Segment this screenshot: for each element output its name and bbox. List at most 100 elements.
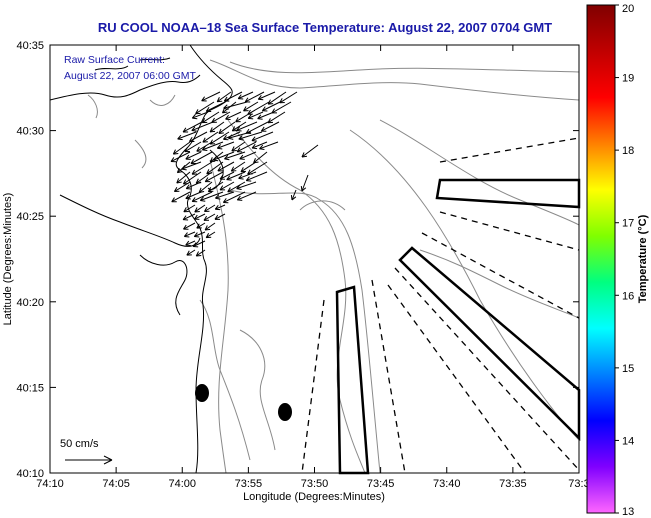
current-arrow <box>216 91 232 103</box>
colorbar-tick-label: 16 <box>622 290 634 302</box>
colorbar-tick-label: 15 <box>622 363 634 375</box>
current-arrow <box>209 121 225 133</box>
bathymetry-contour <box>199 299 251 461</box>
coastline-path <box>59 194 201 247</box>
current-annotation-line2: August 22, 2007 06:00 GMT <box>64 70 197 82</box>
station-marker <box>278 403 292 421</box>
bathymetry-contours <box>87 59 580 474</box>
current-vectors <box>170 91 319 257</box>
current-arrow <box>185 181 202 190</box>
current-arrow <box>218 121 236 134</box>
current-arrow <box>221 101 237 114</box>
bathymetry-contour <box>229 189 381 474</box>
x-tick-label: 73:40 <box>433 478 461 490</box>
x-tick-label: 74:05 <box>102 478 130 490</box>
current-arrow <box>223 91 243 102</box>
current-arrow <box>199 191 224 202</box>
current-arrow <box>195 101 215 115</box>
coastline-path <box>49 74 201 101</box>
current-arrow <box>194 204 206 213</box>
bathymetry-contour <box>229 61 580 74</box>
bathymetry-contour <box>209 159 229 474</box>
current-arrow <box>214 213 226 220</box>
current-arrow <box>301 144 319 158</box>
current-arrow <box>225 111 242 121</box>
current-arrow <box>170 151 191 163</box>
current-arrow <box>238 131 263 141</box>
x-tick-label: 73:50 <box>301 478 329 490</box>
current-arrow <box>257 91 276 101</box>
scale-arrow <box>65 455 113 465</box>
radial-line <box>421 232 580 319</box>
current-arrow <box>201 91 221 102</box>
current-arrow <box>184 141 202 153</box>
bathymetry-contour <box>209 59 580 101</box>
current-arrow <box>209 151 224 163</box>
colorbar-label: Temperature (°C) <box>637 214 649 303</box>
coastline-path <box>139 254 188 316</box>
radial-line <box>301 299 325 474</box>
y-tick-label: 40:10 <box>16 468 44 480</box>
chart-title: RU COOL NOAA–18 Sea Surface Temperature:… <box>98 20 552 35</box>
bathymetry-contour <box>349 129 580 441</box>
bathymetry-contour <box>87 94 176 169</box>
colorbar-tick-label: 17 <box>622 218 634 230</box>
current-arrow <box>183 231 196 238</box>
current-arrow <box>261 101 281 112</box>
radar-radials <box>301 137 580 474</box>
current-arrow <box>185 151 202 160</box>
current-arrow <box>235 111 253 123</box>
current-arrow <box>231 121 247 132</box>
colorbar-ticks: 20 19 18 17 16 15 14 13 <box>615 3 634 518</box>
radial-line <box>439 211 580 251</box>
scale-label: 50 cm/s <box>60 438 99 450</box>
current-arrow <box>217 161 235 172</box>
current-arrow <box>196 141 213 152</box>
radial-line <box>439 137 580 163</box>
current-arrow <box>191 111 209 120</box>
current-arrow <box>190 151 213 165</box>
current-arrow <box>201 111 220 124</box>
bathymetry-contour <box>239 329 276 451</box>
current-arrow <box>204 171 224 183</box>
y-tick-label: 40:35 <box>16 40 44 52</box>
bathymetry-contour <box>419 249 580 319</box>
current-arrow <box>231 141 246 152</box>
current-arrow <box>185 240 196 246</box>
current-arrow <box>183 204 196 213</box>
current-arrow <box>204 222 216 231</box>
current-arrow <box>219 171 235 180</box>
current-arrow <box>188 131 208 142</box>
map-background <box>50 45 579 473</box>
y-axis-label: Latitude (Degrees:Minutes) <box>2 193 14 326</box>
current-arrow <box>202 131 219 143</box>
coastline-path <box>175 44 233 474</box>
current-arrow <box>251 131 274 142</box>
current-arrow <box>227 181 246 193</box>
current-arrow <box>223 101 248 110</box>
current-arrow <box>205 231 216 239</box>
current-arrow <box>222 191 246 204</box>
x-axis: 74:10 74:05 74:00 73:55 73:50 73:45 73:40 73:35… <box>36 45 590 490</box>
current-arrow <box>239 151 257 160</box>
station-marker <box>195 384 209 402</box>
x-tick-label: 73:3 <box>568 478 589 490</box>
current-arrow <box>171 191 191 203</box>
current-arrow <box>236 191 257 201</box>
current-arrow <box>192 240 206 248</box>
y-tick-label: 40:30 <box>16 126 44 138</box>
y-axis: 40:35 40:30 40:25 40:20 40:15 40:10 <box>16 40 579 480</box>
current-arrow <box>204 204 216 212</box>
current-arrow <box>185 191 202 200</box>
current-arrow <box>240 161 257 173</box>
current-arrow <box>183 222 196 230</box>
colorbar-tick-label: 18 <box>622 145 634 157</box>
current-arrow <box>201 141 224 152</box>
current-arrow <box>212 151 235 162</box>
x-tick-label: 73:55 <box>235 478 263 490</box>
colorbar-tick-label: 19 <box>622 73 634 85</box>
current-arrow <box>245 171 268 182</box>
radial-line <box>394 267 580 471</box>
current-arrow <box>247 111 264 120</box>
